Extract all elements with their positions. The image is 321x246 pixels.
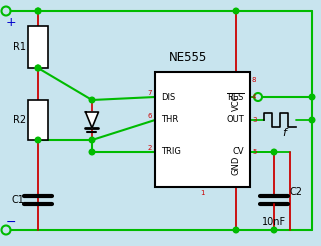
Circle shape <box>35 137 41 143</box>
Text: NE555: NE555 <box>169 51 207 64</box>
Text: 10nF: 10nF <box>262 217 286 227</box>
Text: 5: 5 <box>252 149 256 155</box>
Circle shape <box>233 227 239 233</box>
Bar <box>28 100 48 140</box>
Circle shape <box>2 6 11 15</box>
Text: R2: R2 <box>13 115 27 125</box>
Text: OUT: OUT <box>226 116 244 124</box>
Circle shape <box>2 226 11 234</box>
Circle shape <box>309 94 315 100</box>
Text: GND: GND <box>231 155 240 175</box>
Text: 2: 2 <box>148 145 152 151</box>
Text: CV: CV <box>232 148 244 156</box>
Text: −: − <box>6 215 16 229</box>
Text: C2: C2 <box>290 187 303 197</box>
Circle shape <box>35 8 41 14</box>
Circle shape <box>35 65 41 71</box>
Bar <box>155 72 250 187</box>
Text: 7: 7 <box>148 90 152 96</box>
Text: 1: 1 <box>200 190 204 196</box>
Text: 8: 8 <box>252 77 256 83</box>
Text: 6: 6 <box>148 113 152 119</box>
Text: 3: 3 <box>252 117 256 123</box>
Circle shape <box>271 149 277 155</box>
Circle shape <box>35 8 41 14</box>
Text: THR: THR <box>161 116 178 124</box>
Text: DIS: DIS <box>161 92 175 102</box>
Text: TRIG: TRIG <box>161 148 181 156</box>
Text: RES: RES <box>228 92 244 102</box>
Text: f: f <box>282 128 286 138</box>
Text: C1: C1 <box>12 195 24 205</box>
Text: R1: R1 <box>13 42 27 52</box>
Text: +: + <box>6 15 16 29</box>
Polygon shape <box>85 112 99 128</box>
Circle shape <box>254 93 262 101</box>
Circle shape <box>89 137 95 143</box>
Circle shape <box>233 8 239 14</box>
Circle shape <box>271 227 277 233</box>
Bar <box>28 26 48 68</box>
Circle shape <box>89 97 95 103</box>
Circle shape <box>35 65 41 71</box>
Circle shape <box>89 149 95 155</box>
Text: VCC: VCC <box>231 93 240 111</box>
Circle shape <box>309 117 315 123</box>
Text: 4: 4 <box>252 94 256 100</box>
